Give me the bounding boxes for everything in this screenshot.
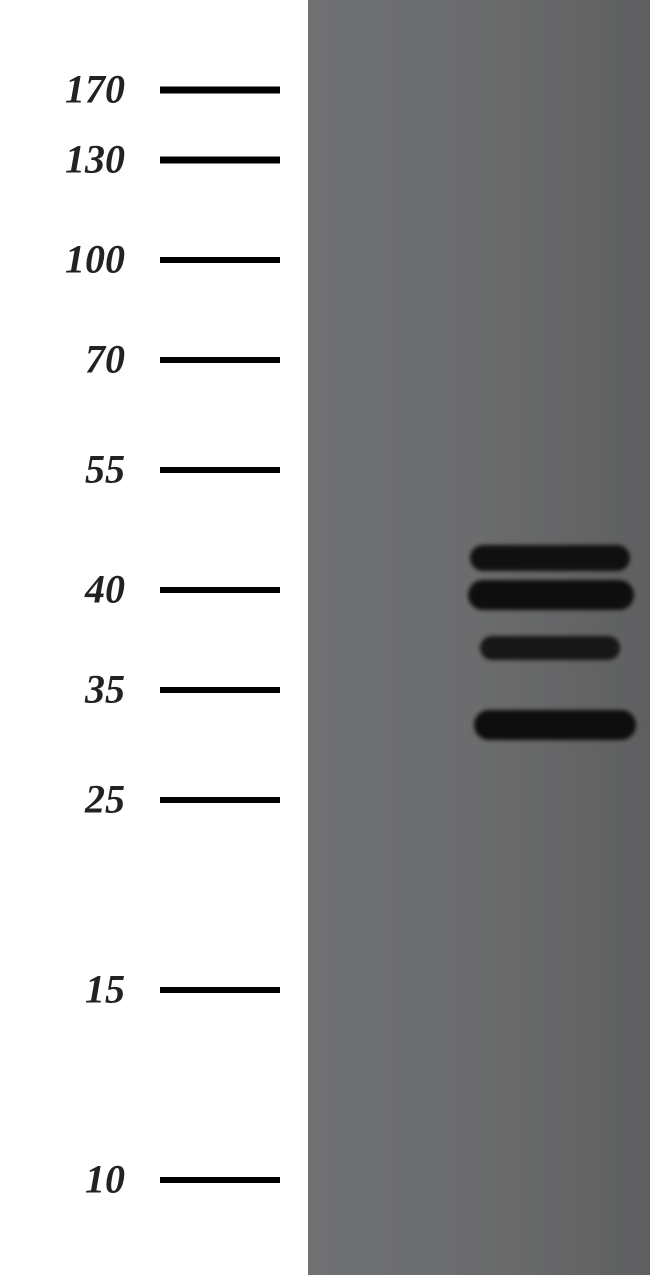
ladder-tick xyxy=(160,257,280,263)
ladder-tick xyxy=(160,467,280,473)
ladder-tick xyxy=(160,987,280,993)
ladder-tick xyxy=(160,687,280,693)
ladder-tick xyxy=(160,87,280,94)
ladder-tick xyxy=(160,797,280,803)
ladder-tick xyxy=(160,357,280,363)
ladder-label: 40 xyxy=(85,566,125,613)
ladder-label: 15 xyxy=(85,966,125,1013)
ladder-tick xyxy=(160,1177,280,1183)
ladder-label: 10 xyxy=(85,1156,125,1203)
ladder-label: 130 xyxy=(65,136,125,183)
ladder-label: 100 xyxy=(65,236,125,283)
protein-band xyxy=(474,710,636,740)
ladder-label: 35 xyxy=(85,666,125,713)
ladder-tick xyxy=(160,587,280,593)
protein-band xyxy=(468,580,634,610)
ladder-label: 55 xyxy=(85,446,125,493)
blot-membrane xyxy=(308,0,650,1275)
ladder-label: 70 xyxy=(85,336,125,383)
ladder-label: 25 xyxy=(85,776,125,823)
western-blot-figure: 170 130 100 70 55 40 35 25 15 10 xyxy=(0,0,650,1275)
ladder-label: 170 xyxy=(65,66,125,113)
ladder-tick xyxy=(160,157,280,164)
protein-band xyxy=(480,636,620,660)
protein-band xyxy=(470,545,630,571)
